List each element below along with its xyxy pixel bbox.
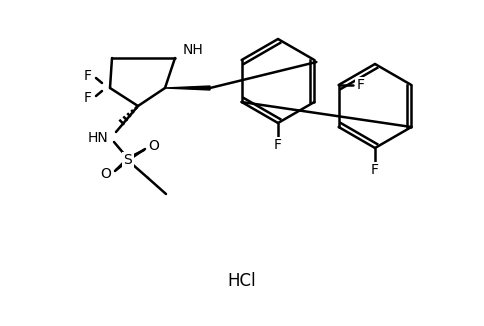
Text: F: F — [84, 91, 92, 105]
Text: NH: NH — [183, 43, 204, 57]
Text: S: S — [123, 153, 133, 167]
Text: F: F — [371, 163, 379, 177]
Text: HN: HN — [87, 131, 108, 145]
Text: HCl: HCl — [227, 272, 257, 290]
Text: F: F — [84, 69, 92, 83]
Text: F: F — [357, 78, 364, 92]
Text: O: O — [101, 167, 111, 181]
Text: F: F — [274, 138, 282, 152]
Polygon shape — [165, 86, 210, 90]
Text: O: O — [149, 139, 159, 153]
